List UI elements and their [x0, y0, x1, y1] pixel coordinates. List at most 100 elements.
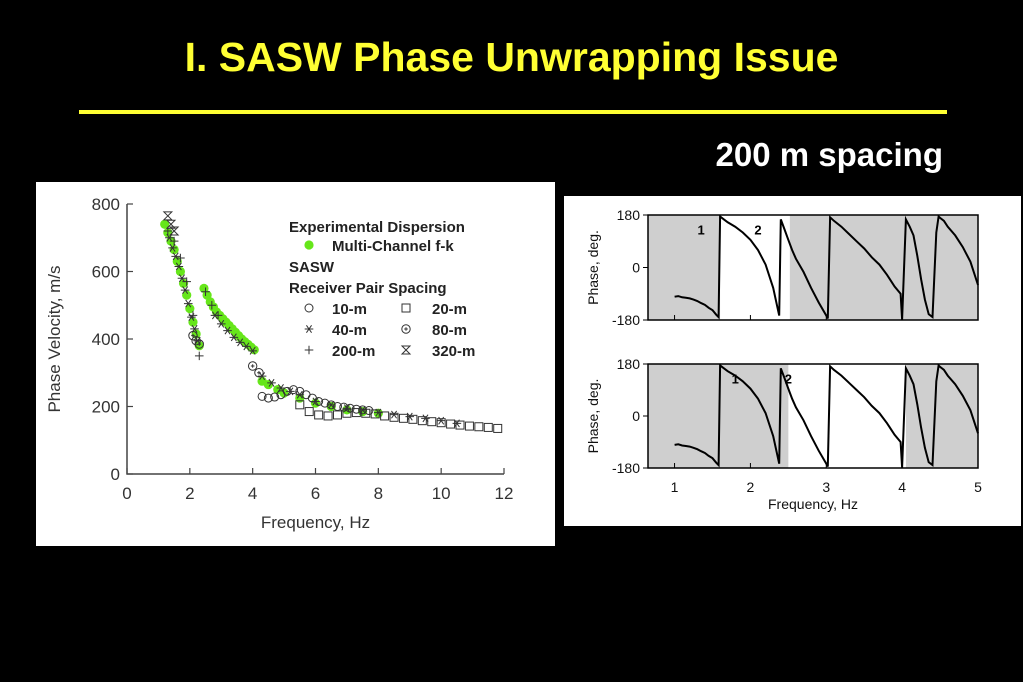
data-point: [464, 421, 474, 431]
legend-marker: [304, 325, 314, 333]
y-tick-label: 400: [92, 330, 120, 349]
data-point: [361, 408, 371, 418]
data-point: [326, 400, 336, 409]
data-point: [257, 391, 267, 401]
region-annotation: 2: [785, 371, 792, 386]
data-point: [417, 416, 427, 426]
data-point: [185, 304, 195, 314]
y-tick-label: 0: [111, 465, 120, 484]
y-axis-label: Phase, deg.: [585, 230, 601, 305]
data-point: [320, 398, 330, 408]
y-tick-label: 180: [617, 356, 641, 372]
phase-charts: 180 0 -180 Phase, deg. 1 2 180 0 -180 1 2 3 4 5 Freque…: [585, 207, 982, 512]
data-point: [270, 392, 280, 402]
data-point: [304, 407, 314, 417]
data-point: [201, 287, 210, 297]
data-point: [263, 393, 273, 403]
legend-marker-cross: [404, 327, 408, 331]
x-tick-label: 12: [495, 484, 514, 503]
legend-subheading: Receiver Pair Spacing: [289, 280, 447, 297]
series-80-m: [188, 330, 264, 378]
data-point: [188, 330, 198, 341]
legend-marker: [304, 240, 314, 250]
x-tick-label: 4: [898, 479, 906, 495]
slide-title: I. SASW Phase Unwrapping Issue: [184, 34, 839, 80]
data-point: [177, 274, 187, 283]
data-point: [276, 383, 286, 392]
x-tick-label: 4: [248, 484, 257, 503]
data-point: [174, 262, 184, 271]
data-point: [171, 252, 180, 261]
data-point: [248, 346, 257, 355]
x-tick-label: 2: [747, 479, 755, 495]
data-point: [374, 408, 383, 417]
phase-chart-2: 180 0 -180 1 2 3 4 5 Frequency, Hz Phase, deg. 1 2: [585, 356, 982, 512]
data-point: [169, 236, 179, 246]
x-tick-label: 1: [671, 479, 679, 495]
data-point: [436, 418, 446, 428]
data-point: [160, 219, 170, 229]
data-point: [188, 317, 198, 327]
x-axis-label: Frequency, Hz: [261, 513, 370, 532]
dispersion-chart-panel: 0 2 4 6 8 10 12 0 200 400 600 800 Frequency, Hz Phase…: [36, 182, 555, 546]
data-point: [389, 412, 399, 422]
data-point: [235, 338, 245, 347]
data-point: [332, 410, 342, 420]
y-tick-label: 200: [92, 398, 120, 417]
phase-charts-panel: 180 0 -180 Phase, deg. 1 2 180 0 -180 1 2 3 4 5 Freque…: [564, 196, 1021, 526]
region-annotation: 2: [754, 223, 761, 238]
data-point: [162, 211, 174, 221]
legend-marker: [401, 303, 411, 313]
legend-marker: [304, 345, 314, 355]
y-tick-label: 600: [92, 263, 120, 282]
data-point-cross: [257, 370, 261, 375]
data-point: [207, 300, 217, 310]
data-point: [342, 404, 352, 413]
data-point: [398, 413, 408, 423]
phase-line: [674, 214, 979, 320]
legend-heading: Experimental Dispersion: [289, 219, 465, 236]
legend-entry-label: 10-m: [332, 301, 367, 318]
data-point: [408, 414, 418, 424]
legend-entry-label: 20-m: [432, 301, 467, 318]
data-point: [427, 417, 437, 427]
data-point: [247, 361, 258, 371]
y-axis-label: Phase, deg.: [585, 379, 601, 454]
legend-marker: [400, 345, 412, 355]
data-point: [342, 408, 352, 418]
data-point-cross: [197, 342, 202, 346]
shaded-region: [789, 215, 978, 320]
y-tick-label: 0: [632, 260, 640, 276]
x-tick-label: 8: [374, 484, 383, 503]
data-point: [295, 400, 305, 410]
legend-entry-label: 40-m: [332, 322, 367, 339]
data-point: [242, 342, 251, 351]
legend: Experimental Dispersion Multi-Channel f-k…: [289, 219, 475, 360]
y-tick-label: 0: [632, 408, 640, 424]
data-point: [311, 397, 320, 406]
data-point: [452, 419, 462, 428]
legend-entry-label: 320-m: [432, 343, 475, 360]
data-point: [323, 411, 333, 421]
x-tick-label: 0: [122, 484, 131, 503]
data-point: [216, 319, 226, 328]
x-tick-label: 2: [185, 484, 194, 503]
legend-marker: [304, 303, 314, 313]
data-point: [176, 253, 185, 263]
legend-entry-label: 200-m: [332, 343, 375, 360]
data-point: [165, 219, 177, 229]
data-point: [194, 351, 204, 361]
data-point: [358, 405, 367, 414]
x-tick-label: 6: [311, 484, 320, 503]
data-point: [389, 410, 399, 419]
y-tick-label: 800: [92, 195, 120, 214]
data-point: [191, 335, 201, 346]
y-tick-label: -180: [612, 312, 640, 328]
data-point: [180, 286, 190, 295]
y-tick-label: -180: [612, 460, 640, 476]
data-point: [188, 311, 198, 320]
data-point: [474, 422, 484, 432]
shaded-region: [648, 215, 721, 320]
x-tick-label: 5: [974, 479, 982, 495]
data-point-cross: [250, 364, 255, 368]
